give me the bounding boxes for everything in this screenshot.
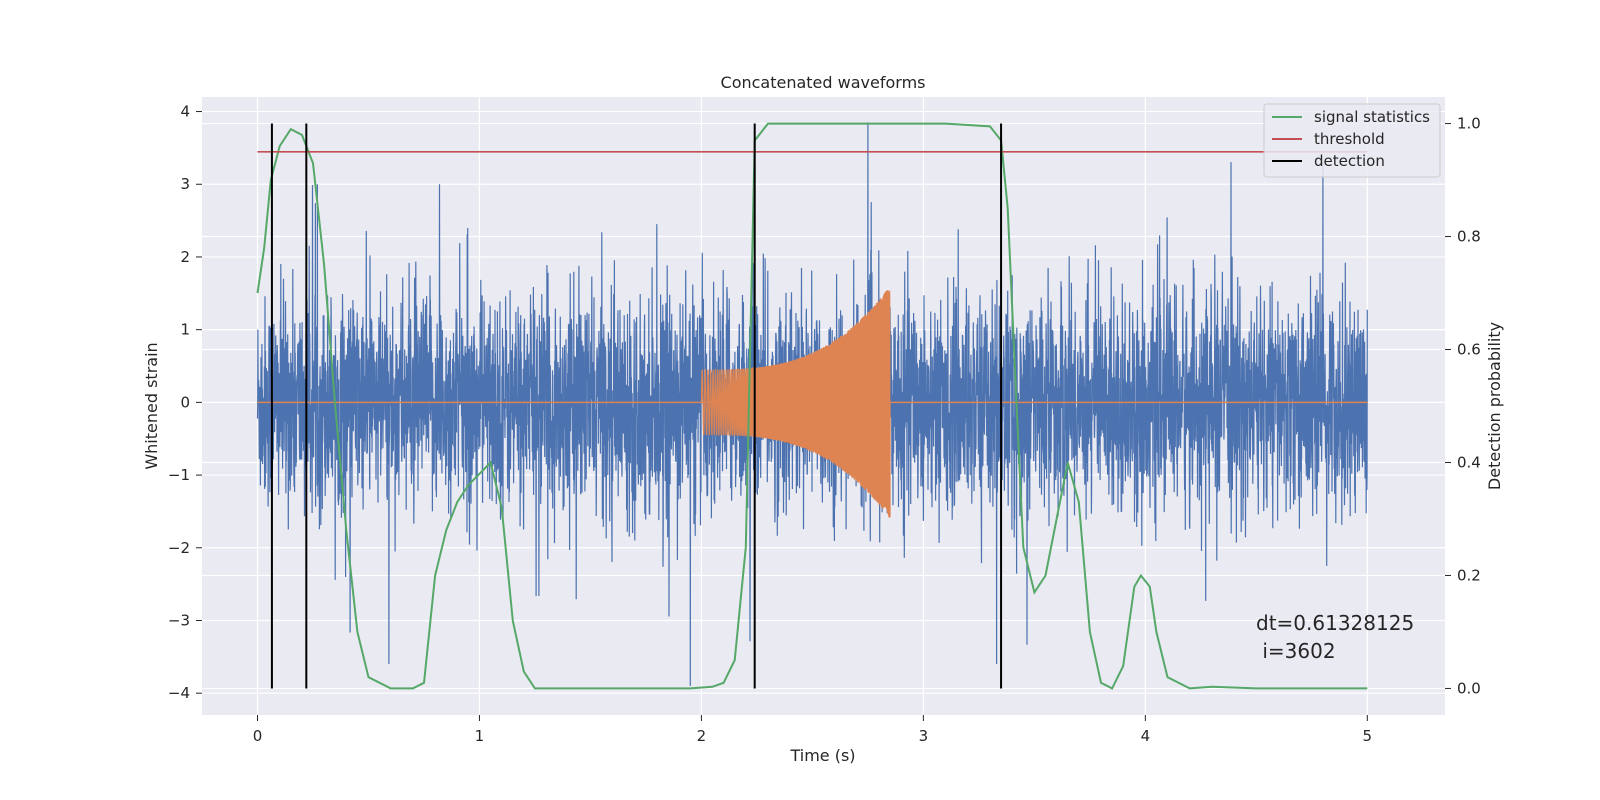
y-tick-label: 3 <box>180 175 190 193</box>
legend-box <box>1263 103 1441 178</box>
legend-label-detection: detection <box>1314 152 1385 170</box>
x-tick-label: 1 <box>475 727 485 745</box>
x-tick-label: 2 <box>697 727 707 745</box>
legend-label-threshold: threshold <box>1314 130 1385 148</box>
y-tick-label: 4 <box>180 103 190 121</box>
y-tick-label: −2 <box>168 539 190 557</box>
chart-title: Concatenated waveforms <box>721 73 926 92</box>
x-tick-label: 4 <box>1141 727 1151 745</box>
x-tick-label: 3 <box>919 727 929 745</box>
y-tick-label: 0 <box>180 393 190 411</box>
annotation-i: i=3602 <box>1256 639 1336 663</box>
annotation-dt: dt=0.61328125 <box>1256 611 1414 635</box>
y-right-tick-label: 0.4 <box>1457 453 1481 471</box>
y-tick-label: −3 <box>168 611 190 629</box>
legend: signal statistics threshold detection <box>1263 103 1441 178</box>
chirp-series <box>257 290 1368 518</box>
y-right-tick-label: 1.0 <box>1457 115 1481 133</box>
y-right-axis-title: Detection probability <box>1485 322 1504 490</box>
y-right-tick-label: 0.2 <box>1457 566 1481 584</box>
y-right-tick-label: 0.0 <box>1457 679 1481 697</box>
legend-label-signal-statistics: signal statistics <box>1314 108 1430 126</box>
y-tick-label: −1 <box>168 466 190 484</box>
ticks: 0 1 2 3 4 5 −4 −3 −2 −1 0 1 2 3 4 0.0 0.2 0.4 0.6 0.8 1.0 <box>168 103 1481 745</box>
signal-statistics-line <box>256 122 1368 690</box>
y-axis-title: Whitened strain <box>142 342 161 469</box>
x-axis-title: Time (s) <box>789 746 855 765</box>
y-right-tick-label: 0.6 <box>1457 341 1481 359</box>
overlay-series <box>256 122 1368 690</box>
y-tick-label: 1 <box>180 321 190 339</box>
y-tick-label: −4 <box>168 684 190 702</box>
x-tick-label: 0 <box>253 727 263 745</box>
x-tick-label: 5 <box>1363 727 1373 745</box>
y-right-tick-label: 0.8 <box>1457 228 1481 246</box>
y-tick-label: 2 <box>180 248 190 266</box>
chirp-line <box>700 290 891 518</box>
